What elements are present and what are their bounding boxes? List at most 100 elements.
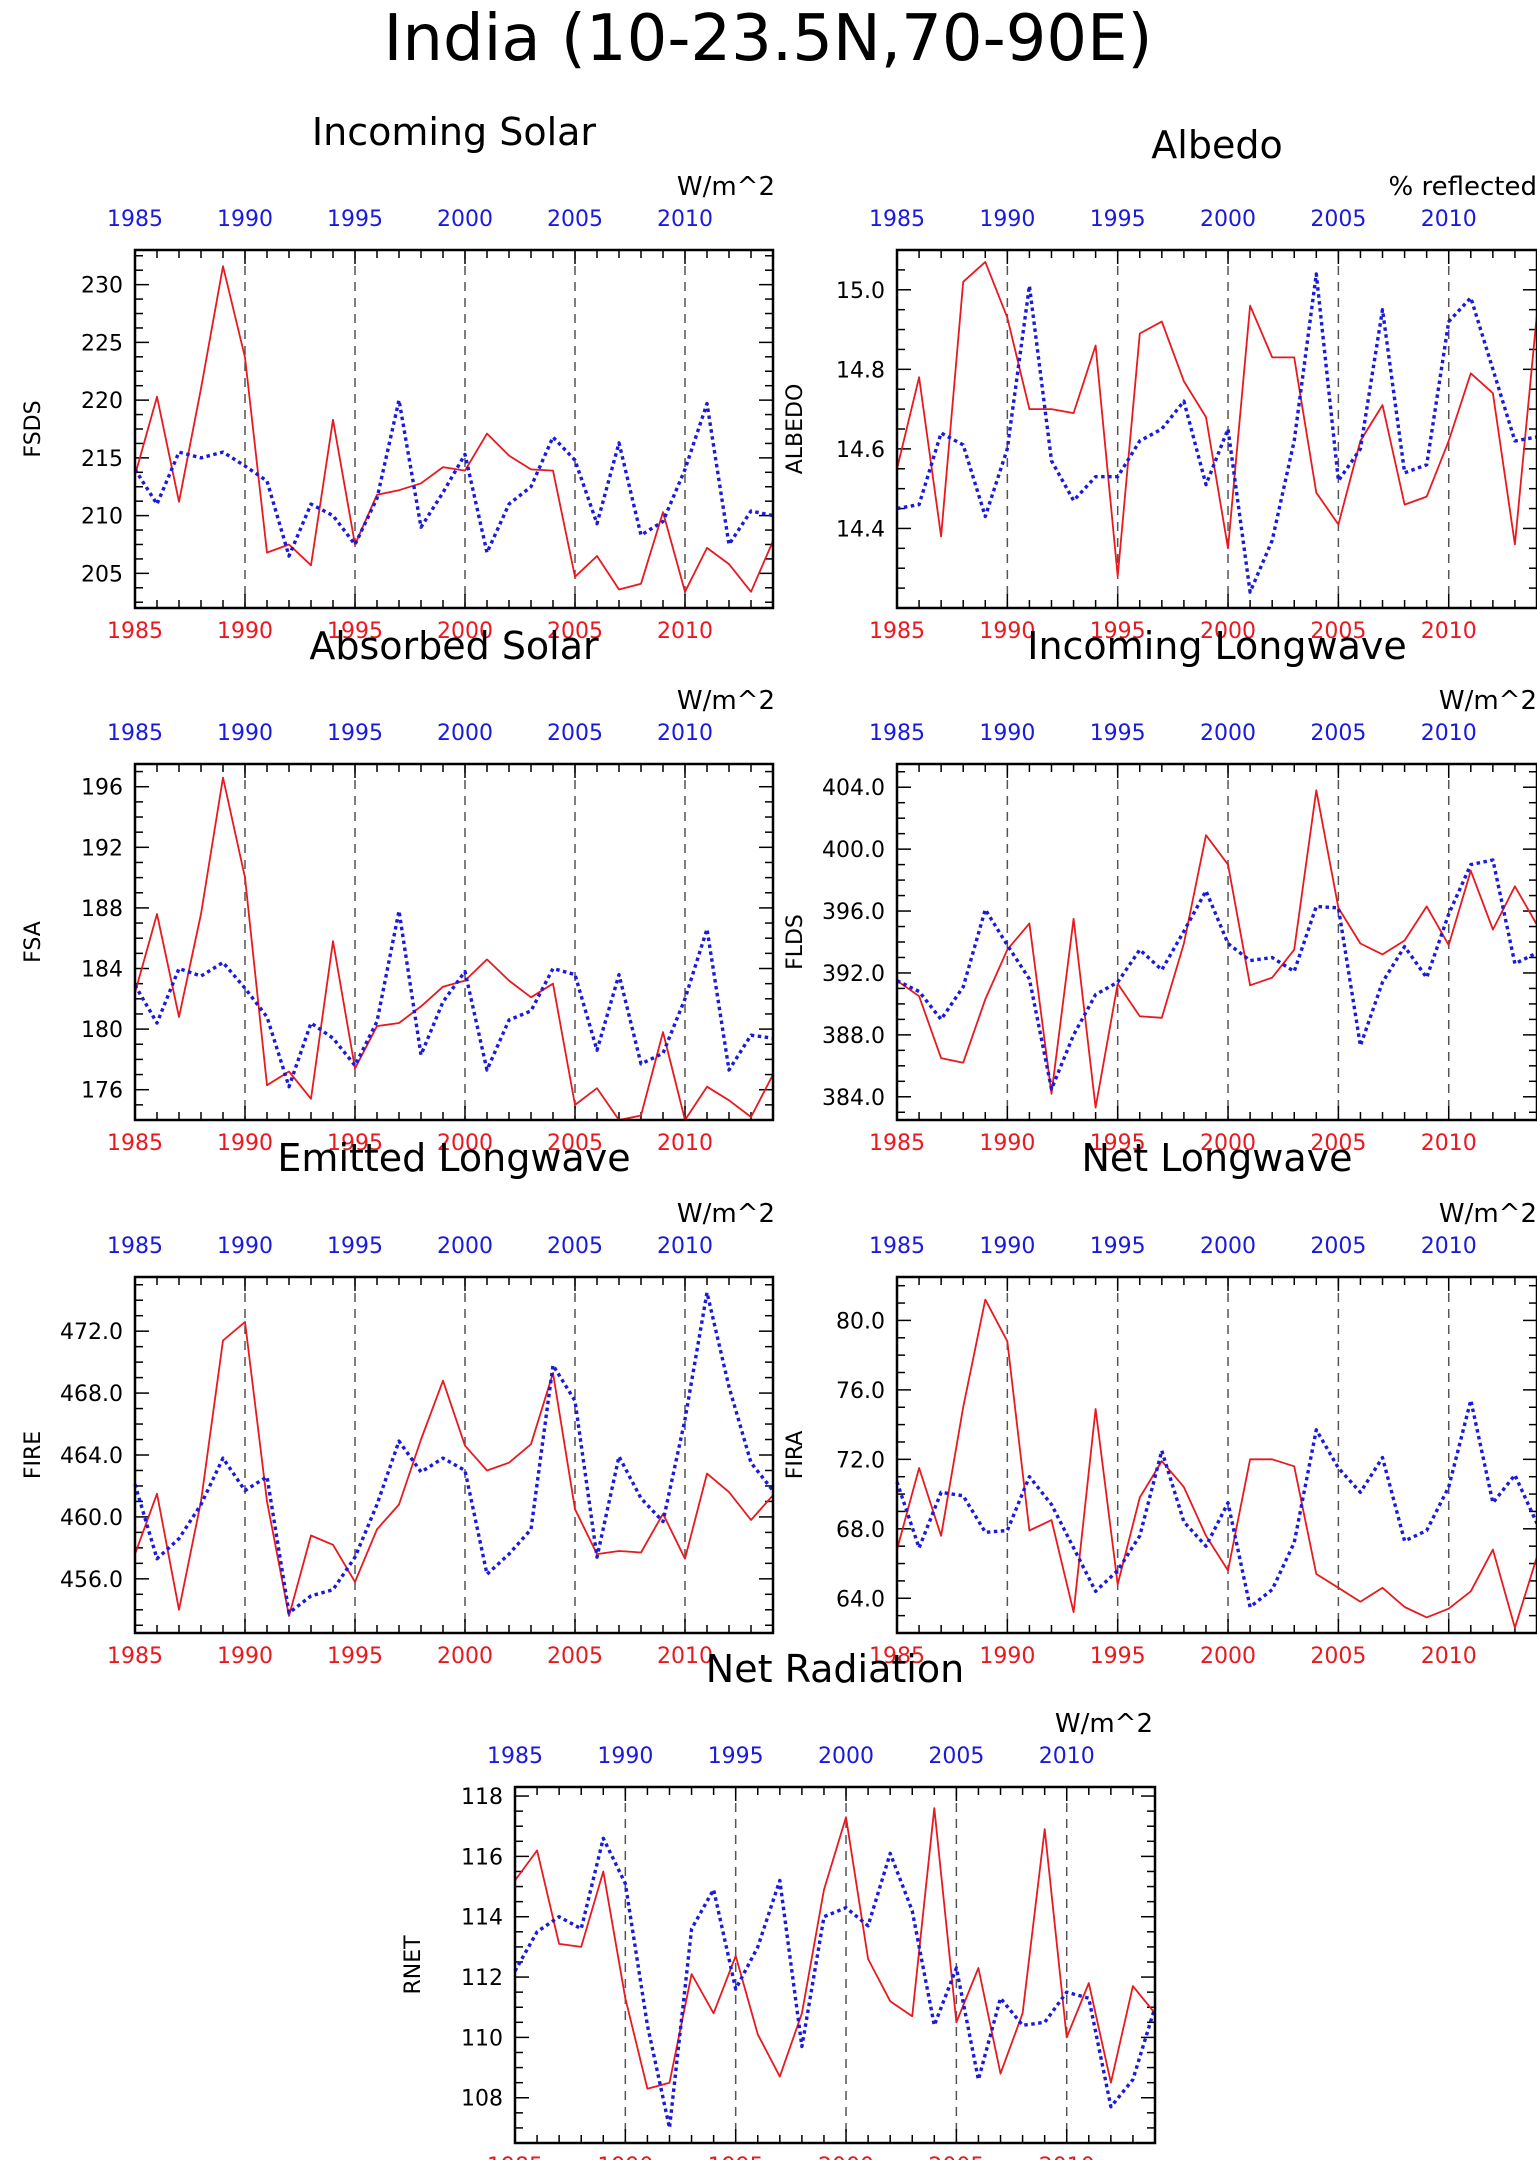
- x-tick-label-top: 2000: [1200, 1234, 1256, 1259]
- y-axis-label: FIRE: [21, 1431, 46, 1479]
- chart-title: Emitted Longwave: [277, 1136, 630, 1180]
- x-tick-label-bottom: 2000: [437, 619, 493, 644]
- y-axis-label: FSDS: [21, 400, 46, 457]
- y-tick-label: 68.0: [836, 1518, 885, 1543]
- x-tick-label-bottom: 1985: [869, 1131, 925, 1156]
- y-tick-label: 192: [81, 836, 123, 861]
- units-label: W/m^2: [677, 686, 775, 716]
- plot-frame: [895, 762, 1537, 1122]
- x-tick-label-top: 2005: [1310, 207, 1366, 232]
- y-tick-label: 80.0: [836, 1309, 885, 1334]
- y-tick-label: 468.0: [60, 1382, 123, 1407]
- y-tick-label: 460.0: [60, 1506, 123, 1531]
- x-tick-label-bottom: 1990: [217, 1644, 273, 1669]
- units-label: W/m^2: [1055, 1709, 1153, 1739]
- x-tick-label-bottom: 1985: [869, 619, 925, 644]
- x-tick-label-top: 2005: [547, 207, 603, 232]
- x-tick-label-top: 2010: [1421, 721, 1477, 746]
- plot-frame: [895, 1275, 1537, 1635]
- y-tick-label: 196: [81, 776, 123, 801]
- panels-container: Incoming Solar W/m^2 1985 1985 1990 1990 1995 1…: [21, 110, 1537, 2160]
- x-tick-label-top: 2010: [1421, 207, 1477, 232]
- x-tick-label-top: 2005: [547, 1234, 603, 1259]
- x-tick-label-bottom: 2005: [1310, 1131, 1366, 1156]
- x-tick-label-top: 1985: [107, 721, 163, 746]
- x-tick-label-bottom: 1995: [327, 1131, 383, 1156]
- x-tick-label-bottom: 2000: [818, 2154, 874, 2160]
- y-axis-label: FSA: [21, 921, 46, 963]
- x-tick-label-bottom: 2010: [1421, 1131, 1477, 1156]
- plot-frame: [513, 1785, 1157, 2145]
- y-tick-label: 176: [81, 1079, 123, 1104]
- y-tick-label: 210: [81, 505, 123, 530]
- series-line-red: [134, 1321, 774, 1617]
- y-tick-label: 220: [81, 389, 123, 414]
- x-tick-label-top: 2010: [1039, 1744, 1095, 1769]
- x-tick-label-bottom: 1985: [487, 2154, 543, 2160]
- x-tick-label-bottom: 1995: [708, 2154, 764, 2160]
- x-tick-label-top: 2005: [928, 1744, 984, 1769]
- x-tick-label-top: 1990: [597, 1744, 653, 1769]
- x-tick-label-top: 2000: [1200, 721, 1256, 746]
- x-tick-label-top: 1995: [327, 1234, 383, 1259]
- y-tick-label: 215: [81, 447, 123, 472]
- x-tick-label-bottom: 1990: [217, 619, 273, 644]
- x-tick-label-top: 1990: [979, 207, 1035, 232]
- y-tick-label: 230: [81, 274, 123, 299]
- x-tick-label-bottom: 2005: [1310, 1644, 1366, 1669]
- x-tick-label-top: 1985: [487, 1744, 543, 1769]
- series-line-blue: [896, 272, 1537, 594]
- x-tick-label-top: 1990: [979, 1234, 1035, 1259]
- y-tick-label: 188: [81, 897, 123, 922]
- x-tick-label-top: 2005: [1310, 721, 1366, 746]
- units-label: W/m^2: [1439, 1199, 1537, 1229]
- x-tick-label-top: 2000: [437, 721, 493, 746]
- x-tick-label-top: 2005: [1310, 1234, 1366, 1259]
- y-tick-label: 472.0: [60, 1320, 123, 1345]
- series-line-blue: [895, 1398, 1537, 1609]
- units-label: W/m^2: [677, 172, 775, 202]
- chart-title: Incoming Solar: [312, 110, 597, 154]
- x-tick-label-bottom: 1990: [979, 619, 1035, 644]
- y-tick-label: 15.0: [836, 279, 885, 304]
- x-tick-label-top: 1995: [1090, 1234, 1146, 1259]
- x-tick-label-bottom: 1995: [1090, 619, 1146, 644]
- x-tick-label-bottom: 1995: [327, 619, 383, 644]
- x-tick-label-top: 1985: [869, 721, 925, 746]
- x-tick-label-bottom: 1990: [217, 1131, 273, 1156]
- x-tick-label-bottom: 2010: [1421, 619, 1477, 644]
- x-tick-label-bottom: 2005: [547, 1644, 603, 1669]
- x-tick-label-bottom: 2005: [547, 1131, 603, 1156]
- y-axis-label: RNET: [401, 1935, 426, 1995]
- y-tick-label: 72.0: [836, 1448, 885, 1473]
- y-tick-label: 180: [81, 1018, 123, 1043]
- series-line-red: [134, 776, 774, 1121]
- y-tick-label: 392.0: [822, 962, 885, 987]
- plot-frame: [895, 248, 1537, 610]
- series-line-blue: [133, 909, 774, 1089]
- x-tick-label-top: 1990: [217, 207, 273, 232]
- plot-frame: [133, 762, 775, 1122]
- series-line-blue: [896, 858, 1537, 1091]
- y-tick-label: 112: [461, 1966, 503, 1991]
- chart-panel-4: Incoming Longwave W/m^2 1985 1985 1990 1990 19…: [783, 624, 1537, 1156]
- units-label: % reflected: [1389, 172, 1537, 202]
- series-line-blue: [133, 398, 774, 558]
- x-tick-label-top: 2010: [657, 207, 713, 232]
- x-tick-label-bottom: 2005: [928, 2154, 984, 2160]
- chart-panel-1: Incoming Solar W/m^2 1985 1985 1990 1990 1995 1…: [21, 110, 775, 644]
- y-tick-label: 116: [461, 1845, 503, 1870]
- y-tick-label: 384.0: [822, 1086, 885, 1111]
- chart-panel-6: Net Longwave W/m^2 1985 1985 1990 1990 1995 199…: [783, 1136, 1537, 1669]
- x-tick-label-top: 2010: [1421, 1234, 1477, 1259]
- chart-title: Net Radiation: [706, 1647, 964, 1691]
- x-tick-label-top: 2005: [547, 721, 603, 746]
- x-tick-label-top: 1985: [107, 207, 163, 232]
- x-tick-label-bottom: 1995: [327, 1644, 383, 1669]
- y-tick-label: 14.4: [836, 517, 885, 542]
- chart-panel-7: Net Radiation W/m^2 1985 1985 1990 1990 1995 19…: [401, 1647, 1157, 2160]
- x-tick-label-bottom: 1985: [107, 1131, 163, 1156]
- chart-panel-5: Emitted Longwave W/m^2 1985 1985 1990 1990 199…: [21, 1136, 775, 1669]
- x-tick-label-top: 2010: [657, 1234, 713, 1259]
